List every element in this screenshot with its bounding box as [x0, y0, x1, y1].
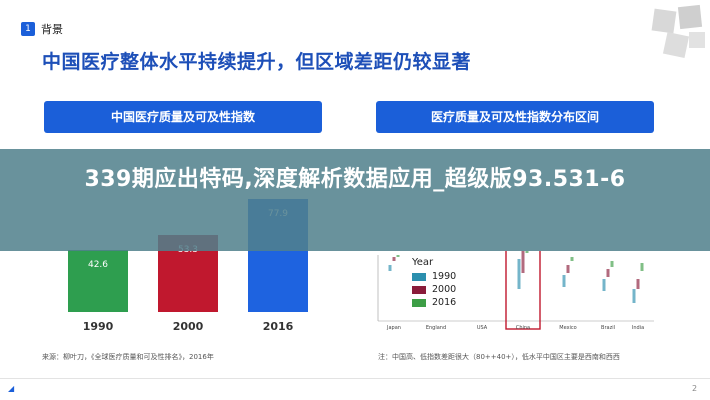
legend-swatch [412, 285, 426, 294]
legend-item-2000: 2000 [412, 283, 456, 296]
x-tick-label: China [516, 325, 530, 331]
legend-title: Year [412, 257, 434, 268]
x-tick-label: Japan [386, 325, 401, 331]
bar-label-2016: 2016 [262, 320, 294, 333]
page-title: 中国医疗整体水平持续提升，但区域差距仍较显著 [42, 51, 472, 73]
china-highlight-box [505, 251, 541, 330]
legend-swatch [412, 272, 426, 281]
legend-label: 2016 [432, 297, 457, 308]
section-label: 背景 [41, 23, 63, 36]
bar-label-2000: 2000 [172, 320, 204, 333]
bar-label-1990: 1990 [82, 320, 114, 333]
x-tick-label: Brazil [601, 325, 615, 331]
footer-divider [0, 378, 710, 379]
banner-text[interactable]: 339期应出特码,深度解析数据应用_超级版93.531-6 [84, 167, 626, 192]
x-tick-label: England [426, 325, 446, 331]
legend-item-2016: 2016 [412, 296, 456, 309]
chart-legend: Year 1990 2000 2016 [412, 257, 456, 309]
watermark-logo [651, 4, 705, 59]
x-tick-label: India [632, 325, 644, 331]
footer-logo-icon: ◢ [8, 384, 15, 393]
quality-index-button[interactable]: 中国医疗质量及可及性指数 [44, 101, 322, 133]
legend-swatch [412, 298, 426, 307]
page-number: 2 [692, 384, 698, 393]
bar-1990 [68, 250, 128, 312]
bar-value-1990: 42.6 [87, 260, 109, 271]
legend-item-1990: 1990 [412, 270, 456, 283]
legend-label: 1990 [432, 271, 457, 282]
distribution-range-button[interactable]: 医疗质量及可及性指数分布区间 [376, 101, 654, 133]
distribution-chart: Japan England USA China Mexico Brazil India [377, 251, 654, 331]
legend-label: 2000 [432, 284, 457, 295]
chart-note: 注：中国高、低指数差距很大（80++40+），低水平中国区主要是西南和西西 [378, 353, 620, 361]
overlay-banner [0, 149, 710, 251]
source-note: 来源：柳叶刀，《全球医疗质量和可及性排名》，2016年 [42, 353, 214, 361]
x-tick-label: Mexico [559, 325, 576, 331]
section-number-badge: 1 [21, 22, 35, 36]
x-tick-label: USA [477, 325, 488, 331]
